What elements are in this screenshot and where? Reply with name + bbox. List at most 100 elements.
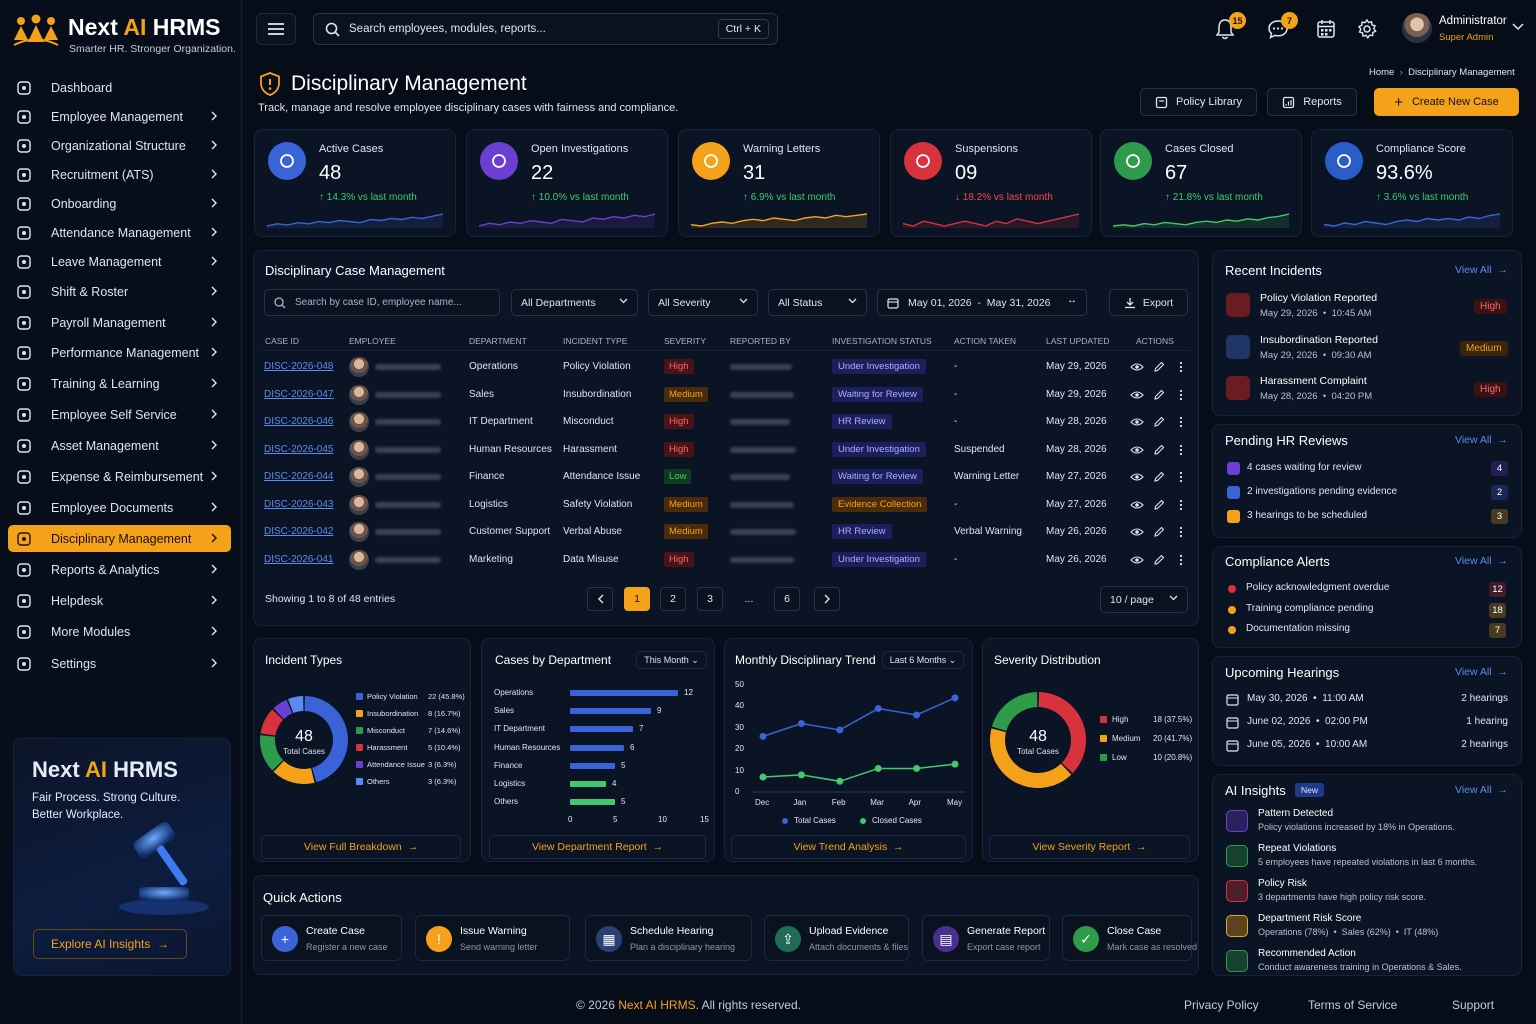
sidebar-item-shift-roster[interactable]: Shift & Roster [8,278,231,305]
slice-others[interactable] [287,696,304,713]
pending-item[interactable]: 4 cases waiting for review [1247,462,1362,473]
view-icon[interactable] [1130,360,1144,374]
edit-icon[interactable] [1152,498,1166,512]
insight-item[interactable]: Pattern Detected Policy violations increa… [1226,808,1506,838]
more-vertical-icon[interactable] [1174,415,1188,429]
view-icon[interactable] [1130,525,1144,539]
sidebar-item-expense-reimbursement[interactable]: Expense & Reimbursement [8,463,231,490]
insight-item[interactable]: Repeat Violations 5 employees have repeat… [1226,843,1506,873]
menu-toggle-button[interactable] [256,13,296,45]
view-severity-report-link[interactable]: View Severity Report → [989,835,1190,859]
cell-id[interactable]: DISC-2026-043 [264,498,334,510]
ai-insights-view-all-link[interactable]: View All → [1455,784,1508,796]
compliance-alerts-view-all-link[interactable]: View All → [1455,555,1508,567]
sidebar-item-settings[interactable]: Settings [8,650,231,677]
view-full-breakdown-link[interactable]: View Full Breakdown → [261,835,461,859]
more-vertical-icon[interactable] [1174,525,1188,539]
slice-medium[interactable] [990,728,1072,788]
sidebar-item-leave-management[interactable]: Leave Management [8,248,231,275]
pending-item[interactable]: 2 investigations pending evidence [1247,486,1398,497]
stat-card-active-cases[interactable]: Active Cases 48 ↑ 14.3% vs last month [254,129,456,237]
upcoming-hearings-view-all-link[interactable]: View All → [1455,666,1508,678]
hearing-date[interactable]: June 02, 2026 • 02:00 PM [1247,716,1368,727]
sidebar-item-attendance-management[interactable]: Attendance Management [8,219,231,246]
more-vertical-icon[interactable] [1174,388,1188,402]
compliance-item[interactable]: Policy acknowledgment overdue [1246,582,1390,593]
slice-policy-violation[interactable] [304,696,348,783]
view-icon[interactable] [1130,470,1144,484]
slice-misconduct[interactable] [260,735,284,771]
cell-id[interactable]: DISC-2026-042 [264,526,334,537]
case-search-input[interactable]: Search by case ID, employee name... [264,289,500,316]
bar-human-resources[interactable] [570,744,624,751]
policy-library-button[interactable]: Policy Library [1140,88,1257,116]
slice-harassment[interactable] [260,709,284,736]
cell-id[interactable]: DISC-2026-045 [264,443,334,455]
slice-insubordination[interactable] [273,760,315,784]
sidebar-item-more-modules[interactable]: More Modules [8,618,231,645]
search-input[interactable]: Search employees, modules, reports... [349,23,546,35]
calendar-icon[interactable] [1315,18,1337,40]
view-icon[interactable] [1130,498,1144,512]
sidebar-item-performance-management[interactable]: Performance Management [8,339,231,366]
sidebar-item-recruitment-ats[interactable]: Recruitment (ATS) [8,161,231,188]
create-new-case-button[interactable]: + Create New Case [1374,88,1519,116]
quick-action-upload-evidence[interactable]: ⇪ Upload Evidence Attach documents & files [764,915,909,961]
sidebar-item-employee-management[interactable]: Employee Management [8,103,231,130]
insight-item[interactable]: Recommended Action Conduct awareness trai… [1226,948,1506,978]
recent-incidents-view-all-link[interactable]: View All → [1455,264,1508,276]
view-icon[interactable] [1130,388,1144,402]
reports-button[interactable]: Reports [1267,88,1357,116]
footer-terms-link[interactable]: Terms of Service [1308,998,1398,1012]
pending-item[interactable]: 3 hearings to be scheduled [1247,510,1368,521]
more-vertical-icon[interactable] [1174,360,1188,374]
export-button[interactable]: Export [1109,289,1188,316]
stat-card-cases-closed[interactable]: Cases Closed 67 ↑ 21.8% vs last month [1100,129,1302,237]
sidebar-item-disciplinary-management[interactable]: Disciplinary Management [8,525,231,552]
date-range-filter[interactable]: May 01, 2026 - May 31, 2026 ↔ [877,289,1087,316]
edit-icon[interactable] [1152,470,1166,484]
sidebar-item-employee-self-service[interactable]: Employee Self Service [8,401,231,428]
bar-others[interactable] [570,799,615,806]
sidebar-item-payroll-management[interactable]: Payroll Management [8,309,231,336]
slice-attendance-issue[interactable] [273,699,293,720]
bar-logistics[interactable] [570,781,606,787]
edit-icon[interactable] [1152,415,1166,429]
incident-title[interactable]: Harassment Complaint [1260,375,1367,387]
pending-reviews-view-all-link[interactable]: View All → [1455,434,1508,446]
quick-action-issue-warning[interactable]: ! Issue Warning Send warning letter [415,915,570,961]
sidebar-item-employee-documents[interactable]: Employee Documents [8,494,231,521]
pagination-next-button[interactable] [814,587,840,611]
cell-id[interactable]: DISC-2026-041 [264,553,334,565]
view-department-report-link[interactable]: View Department Report → [489,835,706,859]
bar-finance[interactable] [570,762,615,769]
stat-card-suspensions[interactable]: Suspensions 09 ↓ 18.2% vs last month [890,129,1092,237]
quick-action-generate-report[interactable]: ▤ Generate Report Export case report [922,915,1050,961]
more-vertical-icon[interactable] [1174,498,1188,512]
status-filter[interactable]: All Status [768,289,867,316]
cell-id[interactable]: DISC-2026-047 [264,388,334,400]
trend-period-select[interactable]: Last 6 Months ⌄ [882,651,964,669]
view-icon[interactable] [1130,553,1144,567]
view-icon[interactable] [1130,415,1144,429]
incident-title[interactable]: Insubordination Reported [1260,333,1378,346]
pagination-page-1[interactable]: 1 [624,587,650,611]
user-name[interactable]: Administrator [1439,15,1507,27]
global-search[interactable]: Search employees, modules, reports... Ct… [313,13,778,45]
bar-operations[interactable] [570,690,678,696]
sidebar-item-reports-analytics[interactable]: Reports & Analytics [8,556,231,583]
sidebar-item-onboarding[interactable]: Onboarding [8,190,231,217]
footer-support-link[interactable]: Support [1452,998,1495,1012]
sidebar-item-dashboard[interactable]: Dashboard [8,74,231,101]
quick-action-schedule-hearing[interactable]: ▦ Schedule Hearing Plan a disciplinary hea… [585,915,752,961]
edit-icon[interactable] [1152,553,1166,567]
hearing-date[interactable]: May 30, 2026 • 11:00 AM [1247,693,1364,704]
sidebar-item-organizational-structure[interactable]: Organizational Structure [8,132,231,159]
footer-privacy-link[interactable]: Privacy Policy [1184,998,1259,1012]
edit-icon[interactable] [1152,360,1166,374]
edit-icon[interactable] [1152,388,1166,402]
slice-low[interactable] [991,692,1038,731]
breadcrumb-home[interactable]: Home [1369,67,1395,78]
sidebar-item-training-learning[interactable]: Training & Learning [8,370,231,397]
edit-icon[interactable] [1152,525,1166,539]
